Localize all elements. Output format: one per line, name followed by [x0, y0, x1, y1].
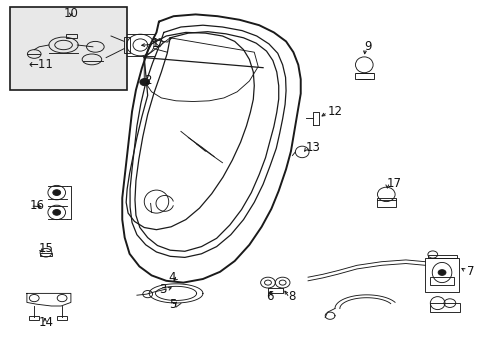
Bar: [29, 316, 39, 320]
Ellipse shape: [53, 210, 61, 215]
Ellipse shape: [53, 190, 61, 195]
Text: 2: 2: [144, 75, 151, 87]
Text: 6: 6: [266, 291, 273, 303]
Bar: [425, 258, 458, 292]
Text: 5: 5: [168, 298, 176, 311]
Bar: [376, 198, 395, 207]
Text: 8: 8: [288, 291, 295, 303]
Bar: [57, 316, 67, 320]
Bar: [40, 253, 52, 256]
Text: 1: 1: [151, 37, 159, 50]
Bar: [66, 34, 77, 38]
Text: 9: 9: [364, 40, 371, 53]
Text: 15: 15: [39, 242, 54, 255]
Text: 14: 14: [39, 316, 54, 329]
Bar: [427, 255, 456, 258]
Text: 7: 7: [466, 265, 473, 278]
Text: 13: 13: [305, 141, 320, 154]
Ellipse shape: [437, 270, 445, 275]
Text: ←11: ←11: [28, 58, 53, 71]
Bar: [354, 73, 373, 79]
Text: 12: 12: [327, 105, 342, 118]
Bar: [429, 277, 453, 285]
Text: 4: 4: [168, 271, 176, 284]
Text: 3: 3: [159, 283, 166, 296]
Bar: [429, 303, 459, 312]
Bar: [124, 37, 130, 53]
Text: 10: 10: [63, 7, 78, 20]
Bar: [10, 7, 127, 90]
Ellipse shape: [140, 78, 149, 86]
Text: 16: 16: [29, 199, 44, 212]
Text: 17: 17: [386, 177, 401, 190]
